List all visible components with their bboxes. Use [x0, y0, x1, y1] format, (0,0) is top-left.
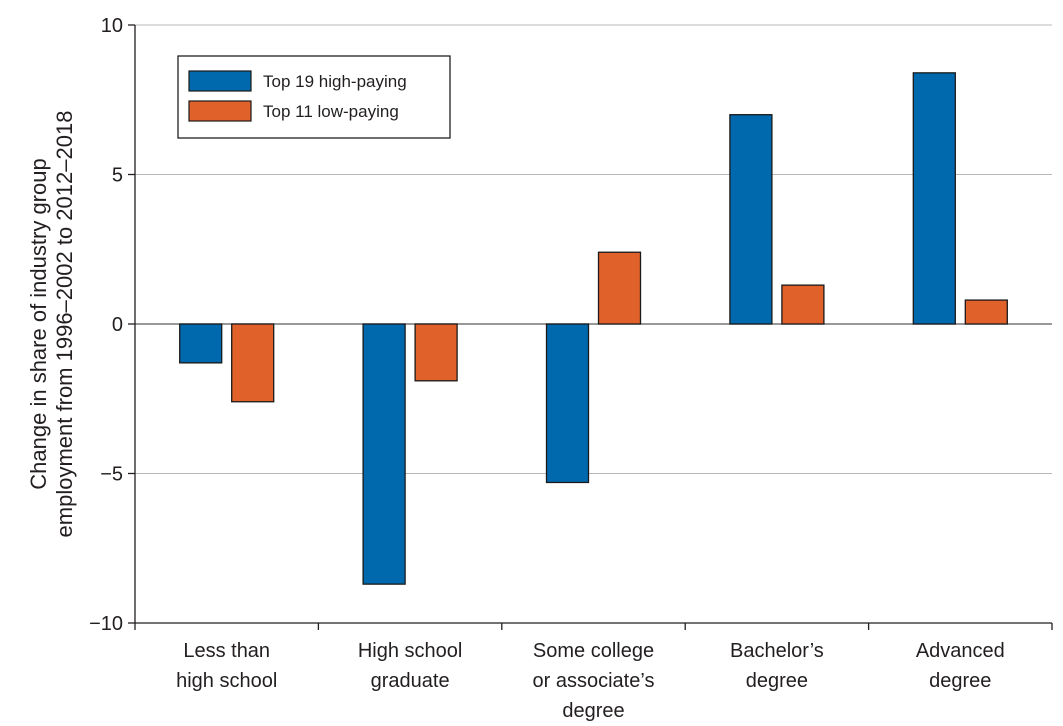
x-category-label-line: High school — [358, 640, 463, 662]
bar-high-paying-4 — [912, 72, 956, 325]
x-category-label-line: or associate’s — [533, 670, 655, 692]
x-category-label-line: degree — [562, 700, 624, 722]
gridlines — [135, 24, 1052, 474]
legend-swatch-1 — [188, 100, 252, 122]
x-category-label: High school graduate — [358, 640, 463, 692]
legend: Top 19 high-paying Top 11 low-paying — [177, 55, 451, 139]
bar-low-paying-3 — [781, 284, 825, 325]
legend-label-0: Top 19 high-paying — [263, 72, 407, 91]
y-axis-title-line: employment from 1996–2002 to 2012–2018 — [52, 111, 77, 538]
y-tick-label: 5 — [112, 165, 123, 187]
x-axis-labels: Less than high school High school graduate S… — [176, 640, 1005, 722]
y-tick-label: −5 — [100, 464, 123, 486]
y-tick-label: 10 — [101, 15, 123, 37]
y-tick-label: 0 — [112, 314, 123, 336]
y-axis-ticks: 10 5 0 −5 −10 — [89, 15, 123, 635]
x-category-label: Bachelor’s degree — [730, 640, 824, 692]
x-category-label-line: graduate — [371, 670, 450, 692]
x-category-label: Advanced degree — [916, 640, 1005, 692]
x-category-label-line: Advanced — [916, 640, 1005, 662]
bar-low-paying-4 — [964, 299, 1008, 325]
legend-swatch-0 — [188, 70, 252, 92]
bar-high-paying-1 — [362, 323, 406, 585]
x-category-label-line: degree — [929, 670, 991, 692]
bar-high-paying-2 — [545, 323, 590, 484]
bar-low-paying-1 — [414, 323, 458, 382]
x-category-label: Some college or associate’s degree — [533, 640, 655, 722]
y-tick-label: −10 — [89, 613, 123, 635]
legend-label-1: Top 11 low-paying — [263, 102, 399, 121]
x-category-label: Less than high school — [176, 640, 277, 692]
axes — [128, 24, 1053, 630]
x-category-label-line: Bachelor’s — [730, 640, 824, 662]
bar-low-paying-0 — [231, 323, 275, 403]
x-category-label-line: high school — [176, 670, 277, 692]
x-category-label-line: Some college — [533, 640, 654, 662]
bar-high-paying-3 — [729, 114, 773, 325]
bar-high-paying-0 — [179, 323, 223, 364]
bars — [179, 72, 1008, 585]
y-axis-title-line: Change in share of industry group — [26, 158, 51, 489]
bar-low-paying-2 — [597, 251, 642, 325]
x-category-label-line: Less than — [183, 640, 270, 662]
x-category-label-line: degree — [746, 670, 808, 692]
y-axis-title: Change in share of industry groupemploym… — [26, 111, 77, 538]
legend-box — [177, 55, 451, 139]
